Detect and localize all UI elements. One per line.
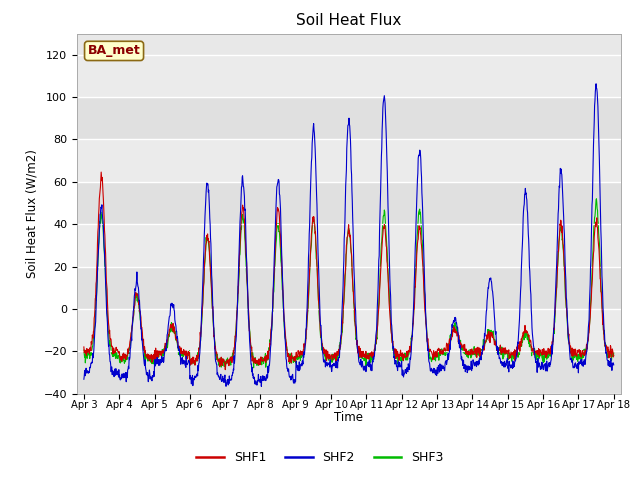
SHF1 [501,351,509,357]
SHF1 [97,169,105,175]
SHF3 [547,349,555,355]
SHF2 [198,307,205,313]
Legend: SHF1, SHF2, SHF3: SHF1, SHF2, SHF3 [191,446,449,469]
Y-axis label: Soil Heat Flux (W/m2): Soil Heat Flux (W/m2) [25,149,38,278]
Bar [77,224,621,266]
Bar [77,266,621,309]
SHF3 [431,354,439,360]
SHF3 [80,347,88,353]
Text: BA_met: BA_met [88,44,140,58]
SHF3 [593,196,600,202]
SHF2 [592,81,600,87]
SHF2 [80,376,88,382]
Title: Soil Heat Flux: Soil Heat Flux [296,13,401,28]
SHF3 [250,365,257,371]
Bar [77,97,621,140]
Line: SHF3: SHF3 [84,199,614,368]
Line: SHF2: SHF2 [84,84,614,386]
SHF2 [547,357,555,363]
SHF2 [257,384,265,389]
SHF2 [257,373,265,379]
SHF3 [185,352,193,358]
Bar [77,182,621,224]
Bar [77,140,621,182]
SHF1 [221,367,229,372]
SHF2 [185,359,193,364]
X-axis label: Time: Time [334,411,364,424]
SHF1 [198,310,206,316]
SHF2 [610,362,618,368]
SHF3 [610,350,618,356]
SHF2 [500,359,508,364]
Bar [77,351,621,394]
SHF1 [548,348,556,354]
SHF1 [80,344,88,350]
SHF1 [431,354,439,360]
SHF2 [431,369,439,374]
SHF3 [500,347,508,353]
SHF1 [610,353,618,359]
SHF1 [186,349,193,355]
Bar [77,55,621,97]
SHF3 [257,357,265,362]
SHF3 [198,320,205,326]
Line: SHF1: SHF1 [84,172,614,370]
SHF1 [258,354,266,360]
Bar [77,309,621,351]
